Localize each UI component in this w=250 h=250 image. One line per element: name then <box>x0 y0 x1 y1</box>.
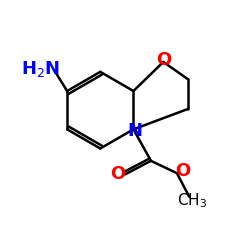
Text: N: N <box>127 122 142 140</box>
Text: CH$_3$: CH$_3$ <box>177 192 207 210</box>
Text: O: O <box>110 165 126 183</box>
Text: O: O <box>156 51 172 69</box>
Text: H$_2$N: H$_2$N <box>21 59 60 79</box>
Text: O: O <box>175 162 190 180</box>
